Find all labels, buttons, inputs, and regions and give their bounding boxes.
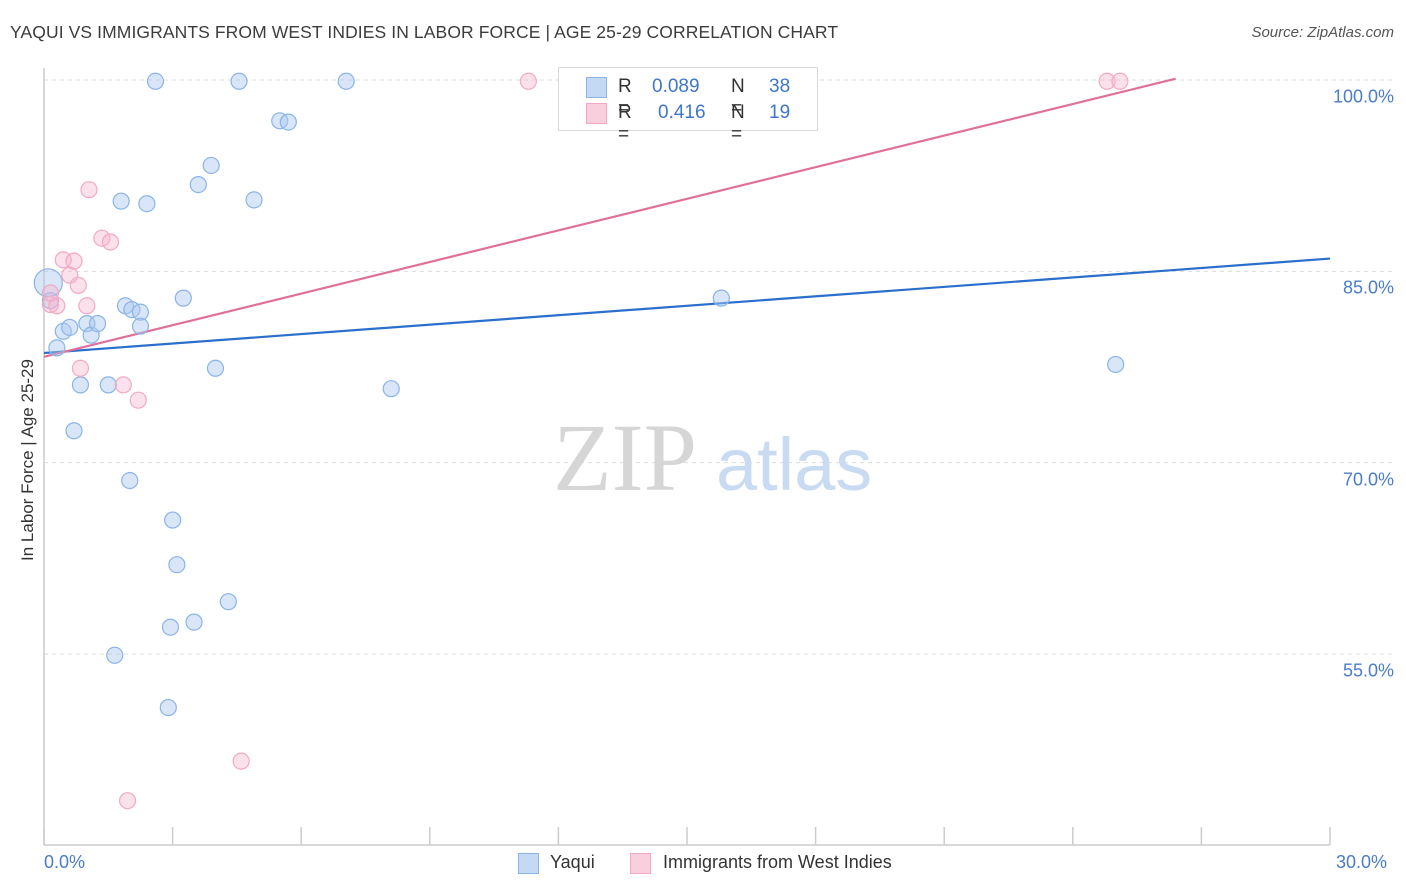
trend-line-yaqui — [43, 257, 1331, 355]
point-west-indies — [232, 752, 250, 770]
legend-box: R = 0.089 N = 38 R = 0.416 N = 19 — [558, 67, 818, 145]
point-yaqui — [131, 303, 150, 321]
point-yaqui — [174, 289, 192, 307]
point-yaqui — [61, 318, 79, 337]
point-west-indies — [114, 376, 132, 394]
point-yaqui — [146, 72, 165, 90]
x-tick-label-min: 0.0% — [44, 852, 86, 872]
point-west-indies — [78, 297, 96, 315]
bottom-legend-swatch-yaqui — [518, 853, 539, 874]
point-west-indies — [1098, 72, 1116, 90]
x-tick-label-max: 30.0% — [1336, 852, 1388, 872]
point-yaqui — [337, 72, 355, 90]
point-yaqui — [206, 359, 225, 377]
point-west-indies — [118, 792, 137, 810]
point-west-indies — [65, 252, 83, 270]
point-yaqui — [271, 112, 289, 130]
legend-swatch-yaqui — [586, 77, 607, 98]
point-west-indies — [80, 181, 98, 199]
legend-n-label: N = — [731, 102, 745, 145]
point-west-indies — [69, 276, 87, 294]
trend-lines — [43, 77, 1331, 358]
watermark-zip: ZIP — [553, 404, 697, 511]
axes — [43, 68, 1331, 846]
bottom-legend-label-yaqui: Yaqui — [550, 852, 595, 872]
legend-n-label: N = — [731, 76, 745, 119]
point-west-indies — [519, 72, 537, 90]
point-yaqui — [131, 317, 150, 335]
point-yaqui — [112, 192, 130, 210]
point-yaqui — [65, 422, 83, 440]
source-label: Source: ZipAtlas.com — [1251, 24, 1394, 41]
watermark-atlas: atlas — [716, 423, 872, 506]
bottom-legend-label-west-indies: Immigrants from West Indies — [663, 852, 892, 872]
point-yaqui — [185, 613, 203, 631]
legend-r-label: R = — [618, 102, 632, 145]
point-yaqui — [138, 195, 156, 213]
point-west-indies — [41, 284, 60, 302]
y-axis-label: In Labor Force | Age 25-29 — [18, 359, 37, 561]
point-yaqui — [48, 339, 66, 357]
point-west-indies — [101, 233, 120, 251]
point-yaqui — [168, 556, 186, 574]
legend-r-value-yaqui: 0.089 — [652, 76, 700, 97]
gridlines — [44, 79, 1394, 655]
legend-swatch-west-indies — [586, 103, 607, 124]
y-tick-label: 85.0% — [1342, 277, 1394, 298]
point-yaqui — [71, 376, 90, 394]
point-yaqui — [106, 646, 124, 664]
y-tick-label: 55.0% — [1342, 660, 1394, 681]
point-yaqui — [230, 72, 248, 90]
legend-r-value-west-indies: 0.416 — [658, 102, 706, 123]
point-yaqui — [219, 593, 237, 611]
point-yaqui — [88, 315, 107, 333]
data-points — [33, 72, 1129, 810]
trend-line-west-indies — [43, 77, 1176, 358]
legend-n-value-west-indies: 19 — [769, 102, 791, 123]
point-yaqui — [1107, 355, 1125, 374]
y-tick-label: 70.0% — [1342, 469, 1394, 490]
point-yaqui — [189, 175, 207, 194]
bottom-legend-swatch-west-indies — [630, 853, 651, 874]
point-yaqui — [245, 191, 263, 209]
legend-n-value-yaqui: 38 — [769, 76, 791, 97]
point-yaqui — [99, 376, 117, 394]
legend-r-label: R = — [618, 76, 632, 119]
point-yaqui — [712, 289, 730, 307]
chart-title: YAQUI VS IMMIGRANTS FROM WEST INDIES IN … — [10, 22, 839, 42]
point-west-indies — [71, 359, 90, 377]
point-west-indies — [129, 391, 147, 409]
point-west-indies — [1111, 72, 1129, 90]
point-yaqui — [164, 511, 182, 529]
point-yaqui — [382, 380, 400, 398]
point-yaqui — [159, 698, 177, 717]
point-yaqui — [279, 113, 297, 131]
point-west-indies — [93, 229, 111, 247]
watermark: ZIP atlas — [553, 404, 872, 511]
y-tick-label: 100.0% — [1332, 86, 1394, 107]
point-yaqui — [121, 471, 139, 490]
point-yaqui — [161, 618, 180, 636]
point-yaqui — [202, 156, 220, 175]
